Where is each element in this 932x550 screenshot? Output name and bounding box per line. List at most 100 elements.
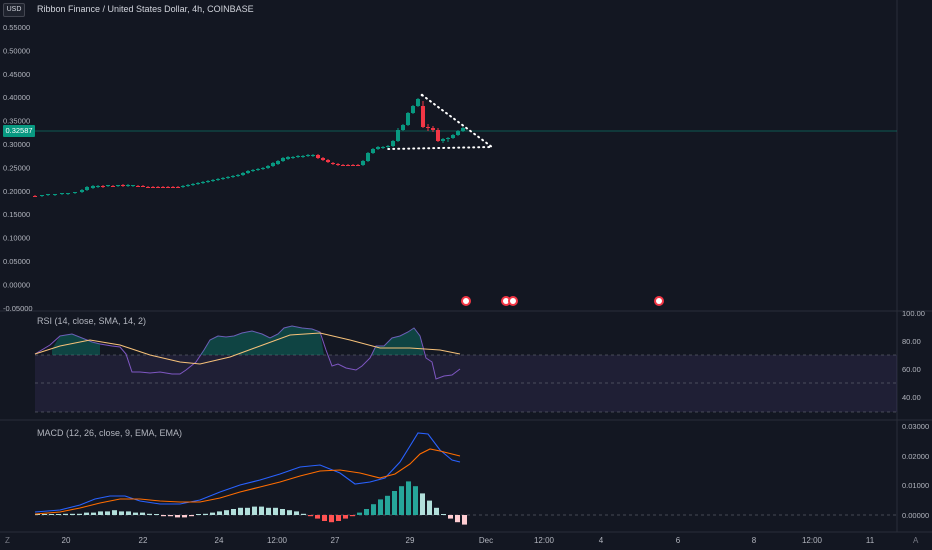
- rsi-legend[interactable]: RSI (14, close, SMA, 14, 2): [37, 316, 147, 326]
- candle-body[interactable]: [336, 164, 340, 165]
- candle-body[interactable]: [80, 190, 84, 192]
- time-axis[interactable]: 20 22 24 12:00 27 29 Dec 12:00 4 6 8 12:00 11: [62, 536, 875, 545]
- candle-body[interactable]: [231, 176, 235, 177]
- candle-body[interactable]: [171, 187, 175, 188]
- candle-body[interactable]: [426, 127, 430, 128]
- candle-body[interactable]: [411, 106, 415, 113]
- candle-body[interactable]: [261, 168, 265, 169]
- candle-body[interactable]: [301, 156, 305, 157]
- candle-body[interactable]: [196, 183, 200, 184]
- candle-body[interactable]: [53, 194, 57, 195]
- candle-body[interactable]: [266, 166, 270, 168]
- candle-body[interactable]: [451, 135, 455, 138]
- candle-body[interactable]: [186, 185, 190, 186]
- candle-body[interactable]: [381, 147, 385, 148]
- candle-body[interactable]: [131, 185, 135, 186]
- candle-body[interactable]: [106, 185, 110, 186]
- candle-body[interactable]: [351, 165, 355, 166]
- candle-body[interactable]: [361, 161, 365, 165]
- candle-body[interactable]: [126, 185, 130, 186]
- candle-body[interactable]: [306, 155, 310, 156]
- candle-body[interactable]: [151, 187, 155, 188]
- candle-body[interactable]: [33, 196, 37, 197]
- candle-body[interactable]: [221, 178, 225, 179]
- candle-body[interactable]: [73, 192, 77, 193]
- candle-body[interactable]: [161, 187, 165, 188]
- candle-body[interactable]: [446, 138, 450, 139]
- rsi-ma-line[interactable]: [34, 332, 461, 365]
- candle-body[interactable]: [216, 179, 220, 180]
- candle-body[interactable]: [321, 158, 325, 160]
- timezone-button[interactable]: Z: [5, 536, 10, 545]
- macd-axis[interactable]: 0.03000 0.02000 0.01000 0.00000: [902, 422, 929, 520]
- candle-body[interactable]: [296, 156, 300, 157]
- candle-body[interactable]: [386, 146, 390, 147]
- rsi-line[interactable]: [34, 325, 461, 380]
- candle-body[interactable]: [96, 186, 100, 187]
- candle-body[interactable]: [406, 113, 410, 125]
- candle-body[interactable]: [326, 160, 330, 162]
- price-axis[interactable]: 0.55000 0.50000 0.45000 0.40000 0.35000 0.300…: [3, 23, 33, 313]
- currency-button[interactable]: USD: [3, 3, 25, 17]
- candle-body[interactable]: [461, 128, 465, 131]
- candle-body[interactable]: [91, 186, 95, 188]
- candle-body[interactable]: [271, 163, 275, 166]
- event-markers[interactable]: [461, 296, 664, 306]
- candle-body[interactable]: [146, 187, 150, 188]
- candle-body[interactable]: [121, 185, 125, 186]
- candle-body[interactable]: [401, 125, 405, 130]
- candle-body[interactable]: [441, 139, 445, 141]
- candle-body[interactable]: [241, 173, 245, 175]
- candle-body[interactable]: [66, 193, 70, 194]
- candle-body[interactable]: [181, 186, 185, 187]
- candle-body[interactable]: [331, 163, 335, 164]
- candle-body[interactable]: [246, 171, 250, 173]
- candle-body[interactable]: [436, 130, 440, 141]
- candle-body[interactable]: [201, 182, 205, 183]
- drawing-point[interactable]: [420, 93, 424, 97]
- candle-body[interactable]: [211, 180, 215, 181]
- candle-body[interactable]: [421, 106, 425, 127]
- candle-body[interactable]: [346, 165, 350, 166]
- candle-body[interactable]: [111, 186, 115, 187]
- candlestick-series[interactable]: [33, 98, 465, 197]
- candle-body[interactable]: [236, 175, 240, 176]
- candle-body[interactable]: [85, 187, 89, 190]
- candle-body[interactable]: [356, 165, 360, 166]
- candle-body[interactable]: [456, 131, 460, 135]
- triangle-drawing[interactable]: [387, 94, 495, 150]
- candle-body[interactable]: [136, 186, 140, 187]
- macd-signal-line[interactable]: [34, 448, 461, 515]
- candle-body[interactable]: [366, 153, 370, 161]
- candle-body[interactable]: [291, 157, 295, 158]
- candle-body[interactable]: [416, 99, 420, 106]
- candle-body[interactable]: [376, 147, 380, 149]
- candle-body[interactable]: [156, 187, 160, 188]
- macd-histogram[interactable]: [35, 481, 467, 525]
- candle-body[interactable]: [226, 177, 230, 178]
- candle-body[interactable]: [316, 155, 320, 158]
- candle-body[interactable]: [341, 165, 345, 166]
- candle-body[interactable]: [431, 128, 435, 130]
- candle-body[interactable]: [141, 186, 145, 187]
- candle-body[interactable]: [281, 158, 285, 161]
- candle-body[interactable]: [191, 184, 195, 185]
- candle-body[interactable]: [60, 193, 64, 194]
- candle-body[interactable]: [276, 161, 280, 164]
- candle-body[interactable]: [286, 157, 290, 159]
- rsi-axis[interactable]: 100.00 80.00 60.00 40.00: [902, 309, 925, 402]
- auto-scale-button[interactable]: A: [913, 536, 919, 545]
- candle-body[interactable]: [251, 170, 255, 171]
- macd-legend[interactable]: MACD (12, 26, close, 9, EMA, EMA): [37, 428, 183, 438]
- candle-body[interactable]: [396, 130, 400, 141]
- candle-body[interactable]: [46, 194, 50, 195]
- candle-body[interactable]: [391, 141, 395, 146]
- candle-body[interactable]: [166, 187, 170, 188]
- candle-body[interactable]: [206, 181, 210, 182]
- candle-body[interactable]: [311, 155, 315, 156]
- macd-line[interactable]: [34, 432, 461, 513]
- candle-body[interactable]: [176, 187, 180, 188]
- candle-body[interactable]: [101, 186, 105, 187]
- candle-body[interactable]: [256, 169, 260, 170]
